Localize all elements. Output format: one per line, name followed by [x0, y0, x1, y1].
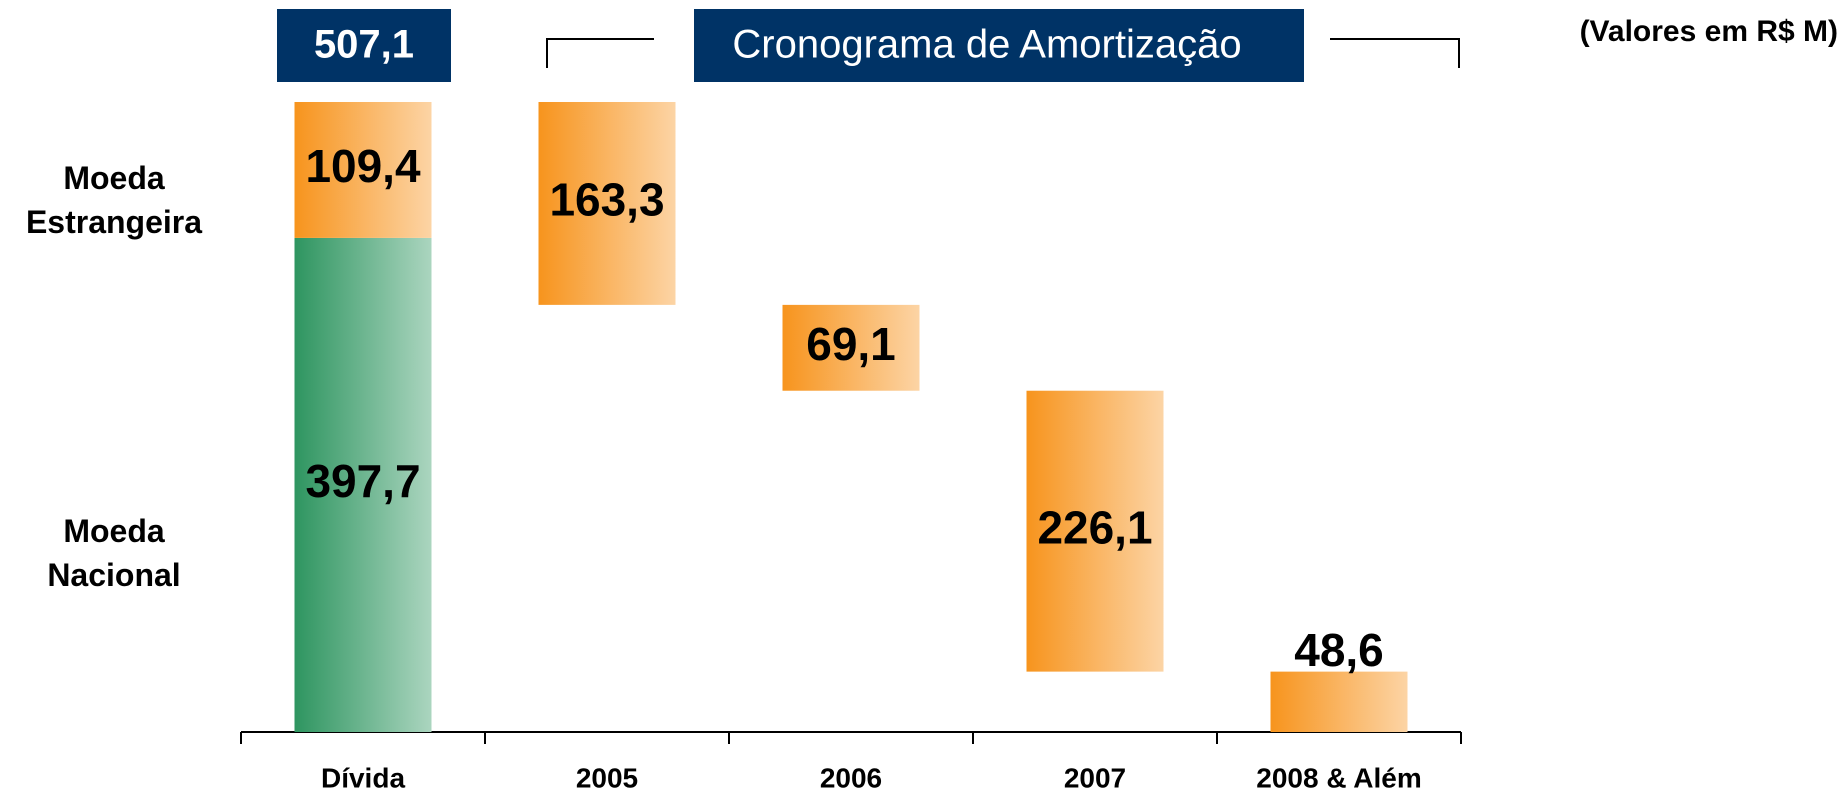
value-label: 163,3: [549, 174, 664, 226]
x-tick-label: 2006: [820, 762, 882, 793]
value-label: 69,1: [806, 318, 896, 370]
unit-note: (Valores em R$ M): [1580, 15, 1838, 48]
value-label: 397,7: [305, 455, 420, 507]
bar: [1026, 390, 1164, 672]
bracket: [546, 38, 654, 68]
schedule-title: Cronograma de Amortização: [732, 23, 1241, 67]
bar: [294, 237, 432, 733]
legend-label: Moeda Estrangeira: [25, 160, 203, 240]
bar: [1270, 671, 1408, 732]
schedule-title-box: [694, 9, 1304, 82]
value-label: 109,4: [305, 140, 421, 192]
bar: [538, 102, 676, 305]
value-label: 226,1: [1037, 501, 1152, 553]
bracket: [1330, 38, 1460, 68]
value-label: 48,6: [1294, 624, 1384, 676]
total-label: 507,1: [314, 23, 414, 67]
bar: [294, 102, 432, 238]
x-tick-label: 2007: [1064, 762, 1126, 793]
x-tick-label: 2008 & Além: [1256, 762, 1422, 793]
x-tick-label: 2005: [576, 762, 638, 793]
legend-label: Moeda Nacional: [47, 513, 181, 593]
total-box: [277, 9, 451, 82]
bar: [782, 304, 920, 391]
x-tick-label: Dívida: [321, 762, 405, 793]
